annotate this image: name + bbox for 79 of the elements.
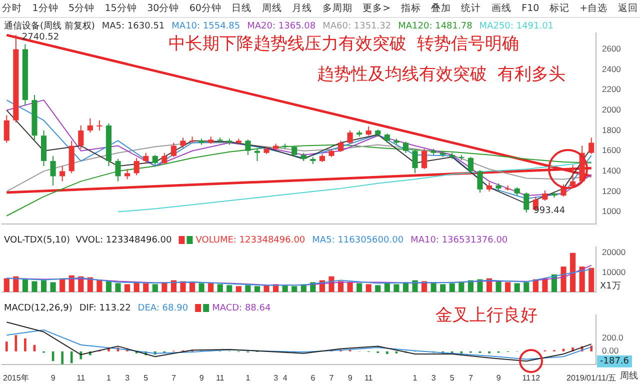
x-tick-label: 7 [329, 373, 334, 382]
y-tick-label: 1600 [602, 145, 622, 156]
x-tick-label: 5 [450, 373, 455, 382]
text: 分时 [2, 2, 22, 15]
x-tick-label: 11 [216, 373, 225, 382]
text: MA60: 1351.32 [322, 21, 392, 32]
x-tick-label: 11 [522, 373, 532, 382]
annotation: 中长期下降趋势线压力有效突破 转势信号明确 [168, 34, 520, 54]
text: 30分钟 [147, 2, 180, 15]
text: 5分钟 [68, 2, 95, 15]
x-tick-label: 9 [348, 373, 353, 382]
text: 返回 [618, 2, 638, 15]
y-tick-label: 1800 [602, 124, 622, 135]
y-tick-label: 20000 [602, 247, 626, 258]
text: 日线 [232, 2, 252, 15]
x-tick-label: 11 [364, 373, 374, 382]
text: 月线 [292, 2, 312, 15]
text: 叠加 [430, 2, 451, 15]
text: 多周期 [322, 2, 352, 15]
text: 15分钟 [104, 2, 137, 15]
x-tick-label: 5 [144, 373, 149, 382]
x-tick-label: 2019/01/11/五 [566, 373, 616, 382]
y-tick-label: 2000 [602, 104, 622, 115]
text: 画线 [491, 2, 512, 15]
legend-label: VOLUME: 123348496.00 [196, 235, 306, 246]
y-tick-label: 10000 [602, 266, 626, 277]
text: 1分钟 [32, 2, 58, 15]
annotation: 金叉上行良好 [436, 305, 538, 326]
text: 标记 [549, 2, 570, 15]
chart-title: 通信设备(周线 前复权) [4, 20, 95, 32]
text: MA20: 1365.08 [247, 21, 316, 32]
x-tick-label: 7 [171, 373, 176, 382]
text: MA250: 1491.01 [479, 21, 554, 32]
x-tick-label: 9 [496, 373, 502, 382]
x-tick-label: 1 [106, 373, 112, 382]
text: DIF: 113.22 [79, 303, 131, 314]
text: 更多> [362, 2, 391, 15]
x-tick-label: 4 [282, 373, 288, 382]
text: 周线 [620, 370, 638, 382]
x-tick-label: 6 [310, 373, 316, 382]
y-tick-label: 2200 [602, 84, 622, 94]
x-tick-label: 3 [274, 373, 279, 382]
text: 统计 [461, 2, 482, 15]
annotation: 2740.52 [22, 32, 60, 42]
text: MA10: 136531376.00 [410, 235, 508, 246]
text: X1万 [600, 281, 621, 292]
x-tick-label: 1 [246, 373, 251, 382]
y-tick-label: 2400 [602, 64, 622, 74]
x-tick-label: 3 [431, 373, 436, 382]
text: MA120: 1481.78 [398, 21, 473, 32]
legend-label: MACD: 88.64 [212, 303, 271, 314]
chart-title: MACD(12,26,9) [4, 303, 72, 314]
y-tick-label: 1400 [602, 166, 622, 176]
text: 周线 [262, 2, 282, 15]
x-tick-label: 12 [531, 373, 541, 382]
y-tick-label: 1000 [602, 206, 622, 216]
text: +自选 [580, 2, 608, 15]
y-tick-label: 0.00 [602, 346, 619, 356]
y-tick-label: 2600 [602, 44, 622, 54]
text: MA5: 1630.51 [102, 21, 165, 32]
text: F10 [522, 3, 540, 14]
x-tick-label: 2015年 [3, 373, 29, 382]
text: DEA: 68.90 [138, 303, 188, 314]
x-tick-label: 1 [412, 373, 418, 382]
annotation: 993.44 [534, 206, 566, 216]
text: 指标 [400, 2, 421, 15]
chart-title: VOL-TDX(5,10) VVOL: 123348496.00 [4, 235, 172, 246]
x-tick-label: 7 [468, 373, 474, 382]
x-tick-label: 9 [199, 373, 204, 382]
text: MA10: 1554.85 [172, 21, 240, 32]
text: -187.6 [600, 356, 630, 367]
text: 60分钟 [189, 2, 222, 15]
y-tick-label: 200.0 [602, 332, 624, 343]
y-tick-label: 1200 [602, 186, 622, 196]
x-tick-label: 9 [50, 373, 56, 382]
text: MA5: 116305600.00 [312, 235, 404, 246]
x-tick-label: 3 [125, 373, 130, 382]
annotation: 趋势性及均线有效突破 有利多头 [316, 64, 566, 84]
x-tick-label: 11 [76, 373, 86, 382]
